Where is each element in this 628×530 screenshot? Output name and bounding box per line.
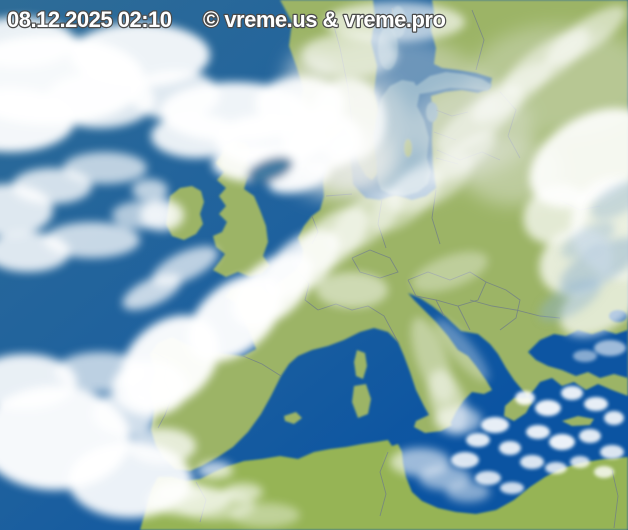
- vortex-eye: [247, 156, 293, 184]
- copyright-label: © vreme.us & vreme.pro: [203, 7, 445, 32]
- cumulus-layer: [451, 340, 626, 494]
- timestamp-label: 08.12.2025 02:10: [7, 7, 172, 32]
- ice-cloud-layer: [538, 180, 628, 322]
- island-sardinia: [352, 384, 371, 418]
- island-corsica: [354, 350, 367, 379]
- island-crete: [562, 416, 594, 426]
- island-mallorca: [284, 412, 302, 424]
